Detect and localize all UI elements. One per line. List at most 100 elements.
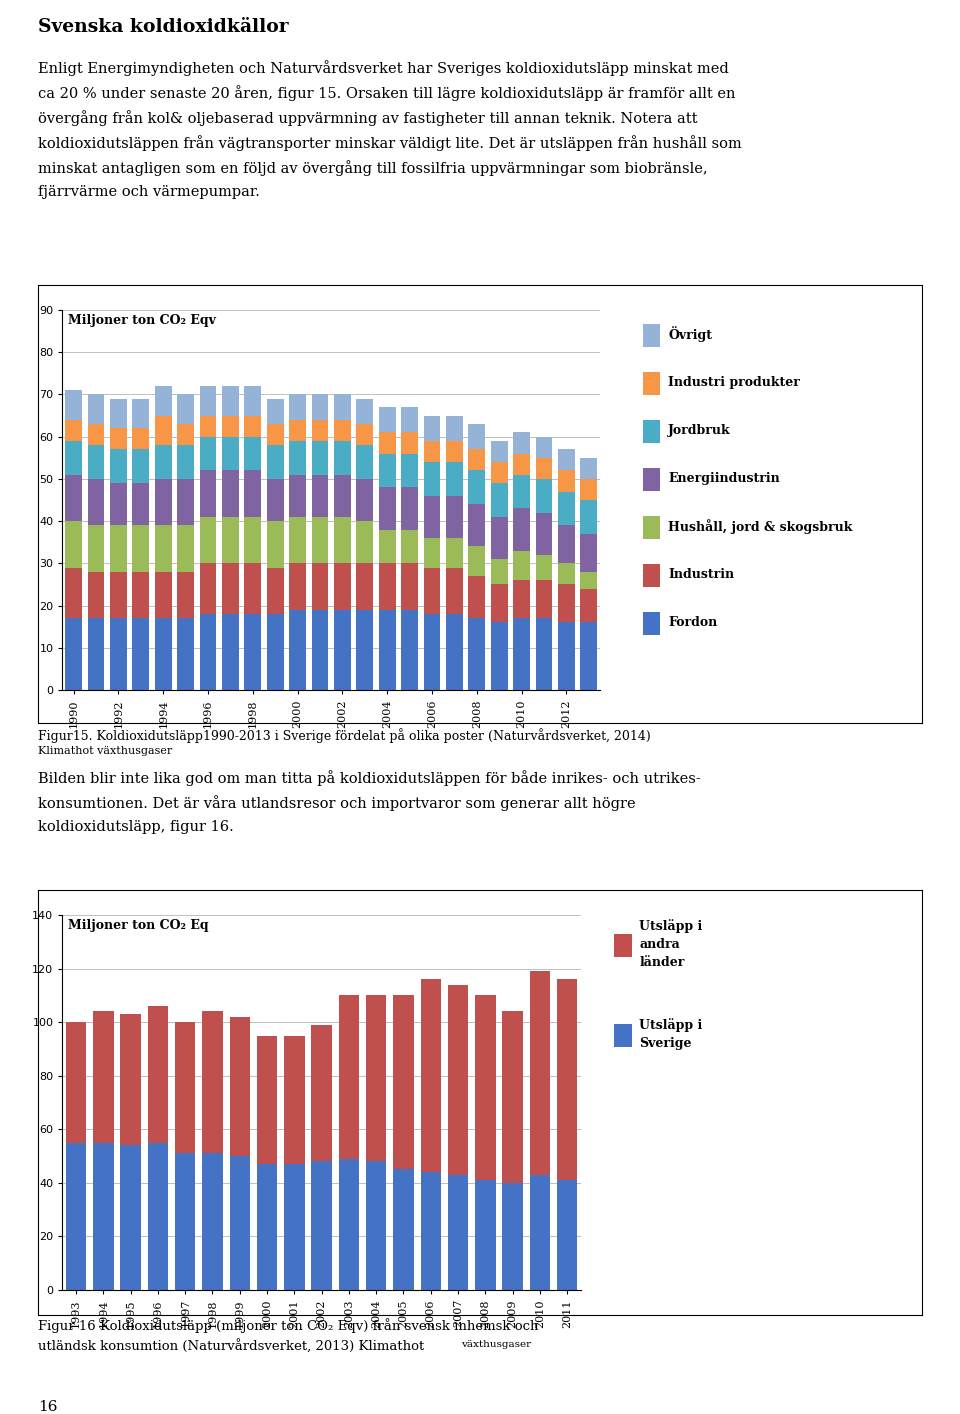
Bar bbox=[446, 537, 463, 567]
Bar bbox=[289, 609, 306, 690]
Bar bbox=[256, 1164, 277, 1290]
Bar bbox=[289, 563, 306, 609]
Bar bbox=[491, 462, 508, 484]
Bar bbox=[468, 575, 485, 618]
Bar bbox=[558, 526, 575, 563]
Bar bbox=[423, 614, 441, 690]
Text: Miljoner ton CO₂ Eqv: Miljoner ton CO₂ Eqv bbox=[68, 314, 216, 327]
Bar bbox=[536, 513, 552, 554]
Bar bbox=[446, 416, 463, 441]
Bar bbox=[581, 501, 597, 533]
Bar bbox=[132, 618, 149, 690]
Bar bbox=[229, 1017, 250, 1157]
Bar bbox=[155, 618, 172, 690]
Bar bbox=[93, 1143, 113, 1290]
Text: Energiindustrin: Energiindustrin bbox=[668, 472, 780, 485]
Bar bbox=[203, 1154, 223, 1290]
Text: Figur15. Koldioxidutsläpp1990-2013 i Sverige fördelat på olika poster (Naturvård: Figur15. Koldioxidutsläpp1990-2013 i Sve… bbox=[38, 728, 651, 742]
Bar bbox=[178, 445, 194, 479]
Bar bbox=[491, 441, 508, 462]
Bar bbox=[423, 416, 441, 441]
Bar bbox=[558, 450, 575, 471]
Bar bbox=[65, 475, 82, 522]
Bar bbox=[178, 526, 194, 571]
Text: minskat antagligen som en följd av övergång till fossilfria uppvärmningar som bi: minskat antagligen som en följd av överg… bbox=[38, 160, 708, 175]
Bar bbox=[245, 518, 261, 563]
Bar bbox=[155, 571, 172, 618]
Bar bbox=[200, 518, 216, 563]
Text: utländsk konsumtion (Naturvårdsverket, 2013) Klimathot: utländsk konsumtion (Naturvårdsverket, 2… bbox=[38, 1340, 429, 1355]
Bar bbox=[356, 424, 373, 445]
Bar bbox=[200, 416, 216, 437]
Bar bbox=[514, 433, 530, 454]
Bar bbox=[178, 395, 194, 424]
Bar bbox=[148, 1143, 168, 1290]
Bar bbox=[334, 563, 350, 609]
Bar bbox=[284, 1164, 304, 1290]
Bar bbox=[468, 471, 485, 505]
Bar bbox=[65, 522, 82, 567]
Bar bbox=[423, 567, 441, 614]
Bar bbox=[267, 522, 283, 567]
Bar bbox=[267, 479, 283, 522]
Bar bbox=[468, 546, 485, 575]
Bar bbox=[110, 428, 127, 450]
Bar bbox=[366, 995, 386, 1161]
Bar bbox=[401, 433, 418, 454]
Bar bbox=[65, 420, 82, 441]
Bar bbox=[379, 407, 396, 433]
Bar bbox=[401, 530, 418, 563]
Bar bbox=[229, 1157, 250, 1290]
Bar bbox=[491, 484, 508, 518]
Bar bbox=[581, 588, 597, 622]
Bar bbox=[356, 609, 373, 690]
Text: 16: 16 bbox=[38, 1400, 58, 1414]
Bar bbox=[245, 471, 261, 518]
Bar bbox=[245, 416, 261, 437]
Bar bbox=[536, 618, 552, 690]
Bar bbox=[514, 550, 530, 580]
Bar bbox=[558, 471, 575, 492]
Bar bbox=[155, 416, 172, 445]
Bar bbox=[491, 584, 508, 622]
Bar bbox=[132, 399, 149, 428]
Bar bbox=[222, 437, 239, 471]
Bar bbox=[289, 420, 306, 441]
Text: övergång från kol& oljebaserad uppvärmning av fastigheter till annan teknik. Not: övergång från kol& oljebaserad uppvärmni… bbox=[38, 110, 698, 126]
Bar bbox=[289, 395, 306, 420]
Bar bbox=[491, 559, 508, 584]
Bar bbox=[178, 571, 194, 618]
Bar bbox=[267, 567, 283, 614]
Bar bbox=[491, 518, 508, 559]
Bar bbox=[245, 437, 261, 471]
Bar bbox=[446, 462, 463, 496]
Bar bbox=[446, 441, 463, 462]
Bar bbox=[581, 458, 597, 479]
Bar bbox=[446, 614, 463, 690]
Bar bbox=[401, 488, 418, 530]
Bar bbox=[334, 518, 350, 563]
Bar bbox=[334, 420, 350, 441]
Bar bbox=[87, 424, 105, 445]
Bar bbox=[312, 395, 328, 420]
Text: Klimathot växthusgaser: Klimathot växthusgaser bbox=[38, 747, 173, 756]
Bar bbox=[356, 399, 373, 424]
Bar bbox=[132, 526, 149, 571]
Bar bbox=[536, 437, 552, 458]
Bar bbox=[289, 441, 306, 475]
Bar bbox=[289, 518, 306, 563]
Bar bbox=[203, 1011, 223, 1154]
Bar bbox=[558, 492, 575, 526]
Bar bbox=[339, 995, 359, 1158]
Bar bbox=[536, 554, 552, 580]
Bar bbox=[200, 471, 216, 518]
Bar bbox=[110, 399, 127, 428]
Text: Miljoner ton CO₂ Eq: Miljoner ton CO₂ Eq bbox=[67, 919, 208, 932]
Bar bbox=[222, 386, 239, 416]
Bar bbox=[175, 1022, 196, 1154]
Bar bbox=[284, 1035, 304, 1164]
Bar bbox=[468, 424, 485, 450]
Bar bbox=[311, 1161, 332, 1290]
Text: Fordon: Fordon bbox=[668, 615, 717, 629]
Bar bbox=[446, 567, 463, 614]
